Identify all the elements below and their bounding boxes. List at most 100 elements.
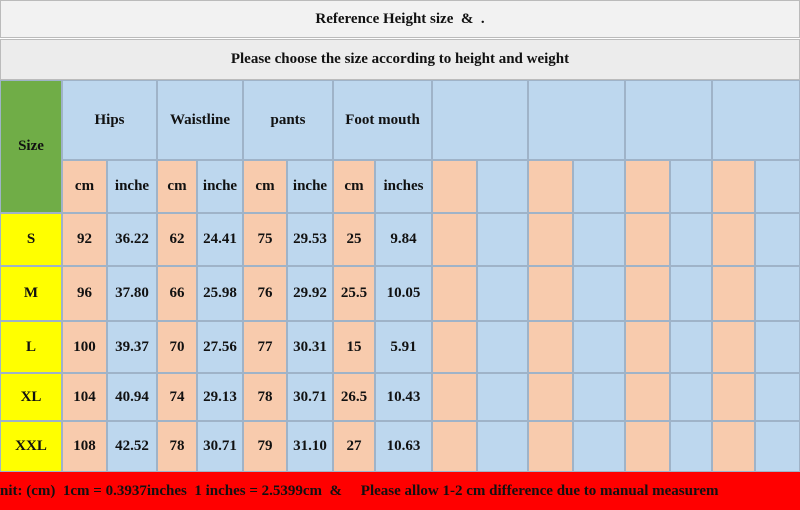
value-cell: 40.94 xyxy=(107,373,157,421)
value-cell: 79 xyxy=(243,421,287,472)
value-cell: 10.05 xyxy=(375,266,432,321)
empty-cell xyxy=(712,213,755,266)
empty-cell xyxy=(755,321,800,373)
empty-cell xyxy=(432,421,477,472)
empty-cell xyxy=(670,321,712,373)
empty-cell xyxy=(625,373,670,421)
value-cell: 25.5 xyxy=(333,266,375,321)
value-cell: 74 xyxy=(157,373,197,421)
value-cell: 9.84 xyxy=(375,213,432,266)
group-header: Foot mouth xyxy=(333,80,432,160)
empty-cell xyxy=(573,321,625,373)
empty-header xyxy=(625,80,712,160)
value-cell: 15 xyxy=(333,321,375,373)
value-cell: 25.98 xyxy=(197,266,243,321)
empty-cell xyxy=(528,213,573,266)
empty-cell xyxy=(528,373,573,421)
value-cell: 100 xyxy=(62,321,107,373)
value-cell: 25 xyxy=(333,213,375,266)
empty-cell xyxy=(477,160,528,213)
empty-cell xyxy=(573,266,625,321)
empty-cell xyxy=(432,160,477,213)
empty-header xyxy=(712,80,800,160)
empty-cell xyxy=(573,160,625,213)
empty-cell xyxy=(625,266,670,321)
title: Reference Height size & . xyxy=(0,0,800,38)
value-cell: 78 xyxy=(157,421,197,472)
unit-header: inches xyxy=(375,160,432,213)
empty-cell xyxy=(573,373,625,421)
size-header: Size xyxy=(0,80,62,213)
unit-header: cm xyxy=(243,160,287,213)
empty-cell xyxy=(755,421,800,472)
empty-cell xyxy=(755,160,800,213)
value-cell: 92 xyxy=(62,213,107,266)
empty-cell xyxy=(432,266,477,321)
empty-cell xyxy=(477,266,528,321)
empty-cell xyxy=(477,213,528,266)
unit-header: inche xyxy=(107,160,157,213)
unit-header: cm xyxy=(333,160,375,213)
empty-cell xyxy=(477,321,528,373)
empty-cell xyxy=(528,160,573,213)
value-cell: 77 xyxy=(243,321,287,373)
size-cell: L xyxy=(0,321,62,373)
unit-header: cm xyxy=(157,160,197,213)
value-cell: 24.41 xyxy=(197,213,243,266)
value-cell: 36.22 xyxy=(107,213,157,266)
empty-cell xyxy=(670,160,712,213)
value-cell: 30.31 xyxy=(287,321,333,373)
group-header: pants xyxy=(243,80,333,160)
value-cell: 30.71 xyxy=(197,421,243,472)
unit-header: inche xyxy=(287,160,333,213)
empty-cell xyxy=(432,321,477,373)
value-cell: 30.71 xyxy=(287,373,333,421)
unit-header: inche xyxy=(197,160,243,213)
empty-cell xyxy=(670,421,712,472)
footer-note: nit: (cm) 1cm = 0.3937inches 1 inches = … xyxy=(0,472,800,510)
empty-cell xyxy=(625,213,670,266)
value-cell: 26.5 xyxy=(333,373,375,421)
empty-cell xyxy=(712,160,755,213)
empty-cell xyxy=(432,213,477,266)
empty-cell xyxy=(755,373,800,421)
size-cell: S xyxy=(0,213,62,266)
empty-header xyxy=(432,80,528,160)
value-cell: 29.13 xyxy=(197,373,243,421)
empty-cell xyxy=(625,321,670,373)
empty-cell xyxy=(477,373,528,421)
empty-cell xyxy=(670,213,712,266)
value-cell: 39.37 xyxy=(107,321,157,373)
size-cell: XL xyxy=(0,373,62,421)
value-cell: 70 xyxy=(157,321,197,373)
value-cell: 5.91 xyxy=(375,321,432,373)
empty-cell xyxy=(477,421,528,472)
value-cell: 75 xyxy=(243,213,287,266)
value-cell: 10.43 xyxy=(375,373,432,421)
empty-cell xyxy=(755,266,800,321)
value-cell: 62 xyxy=(157,213,197,266)
empty-cell xyxy=(712,321,755,373)
value-cell: 29.92 xyxy=(287,266,333,321)
value-cell: 66 xyxy=(157,266,197,321)
empty-header xyxy=(528,80,625,160)
empty-cell xyxy=(670,373,712,421)
value-cell: 42.52 xyxy=(107,421,157,472)
empty-cell xyxy=(528,266,573,321)
value-cell: 96 xyxy=(62,266,107,321)
value-cell: 31.10 xyxy=(287,421,333,472)
value-cell: 104 xyxy=(62,373,107,421)
value-cell: 10.63 xyxy=(375,421,432,472)
empty-cell xyxy=(755,213,800,266)
empty-cell xyxy=(712,266,755,321)
size-cell: XXL xyxy=(0,421,62,472)
value-cell: 27.56 xyxy=(197,321,243,373)
empty-cell xyxy=(712,421,755,472)
group-header: Hips xyxy=(62,80,157,160)
value-cell: 108 xyxy=(62,421,107,472)
empty-cell xyxy=(528,321,573,373)
value-cell: 78 xyxy=(243,373,287,421)
empty-cell xyxy=(573,421,625,472)
value-cell: 76 xyxy=(243,266,287,321)
